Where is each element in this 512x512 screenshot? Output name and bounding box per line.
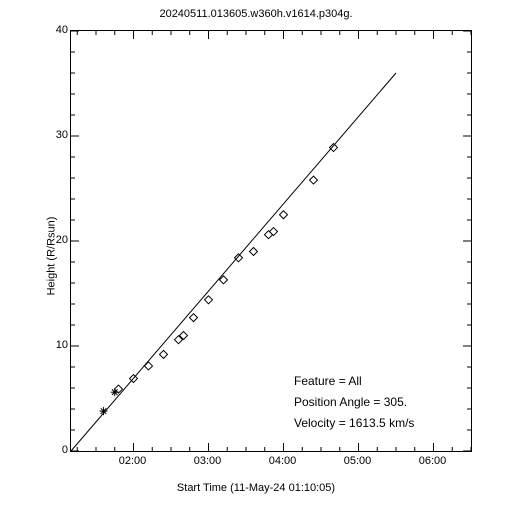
chart-title: 20240511.013605.w360h.v1614.p304g. <box>0 8 512 20</box>
y-tick-label: 40 <box>56 24 68 36</box>
y-tick-label: 30 <box>56 129 68 141</box>
chart-annotation: Position Angle = 305. <box>294 395 407 409</box>
data-point <box>330 144 338 152</box>
plot-svg <box>71 31 471 451</box>
data-point <box>145 362 153 370</box>
data-point <box>190 314 198 322</box>
data-point <box>310 176 318 184</box>
chart-annotation: Velocity = 1613.5 km/s <box>294 416 414 430</box>
data-point <box>160 350 168 358</box>
data-point <box>265 231 273 239</box>
plot-area <box>70 30 472 452</box>
x-tick-label: 05:00 <box>344 455 372 467</box>
data-point <box>205 296 213 304</box>
y-tick-label: 20 <box>56 234 68 246</box>
x-tick-label: 06:00 <box>419 455 447 467</box>
data-point <box>235 254 243 262</box>
y-tick-label: 0 <box>62 444 68 456</box>
y-axis-label: Height (R/Rsun) <box>45 217 57 296</box>
x-tick-label: 03:00 <box>194 455 222 467</box>
data-point <box>100 407 108 415</box>
data-point <box>270 228 278 236</box>
y-tick-label: 10 <box>56 339 68 351</box>
chart-annotation: Feature = All <box>294 374 362 388</box>
x-tick-label: 02:00 <box>119 455 147 467</box>
data-point <box>250 248 258 256</box>
x-tick-label: 04:00 <box>269 455 297 467</box>
data-point <box>280 211 288 219</box>
fit-line <box>71 73 396 451</box>
x-axis-label: Start Time (11-May-24 01:10:05) <box>0 482 512 494</box>
height-time-chart: 20240511.013605.w360h.v1614.p304g. Heigh… <box>0 0 512 512</box>
